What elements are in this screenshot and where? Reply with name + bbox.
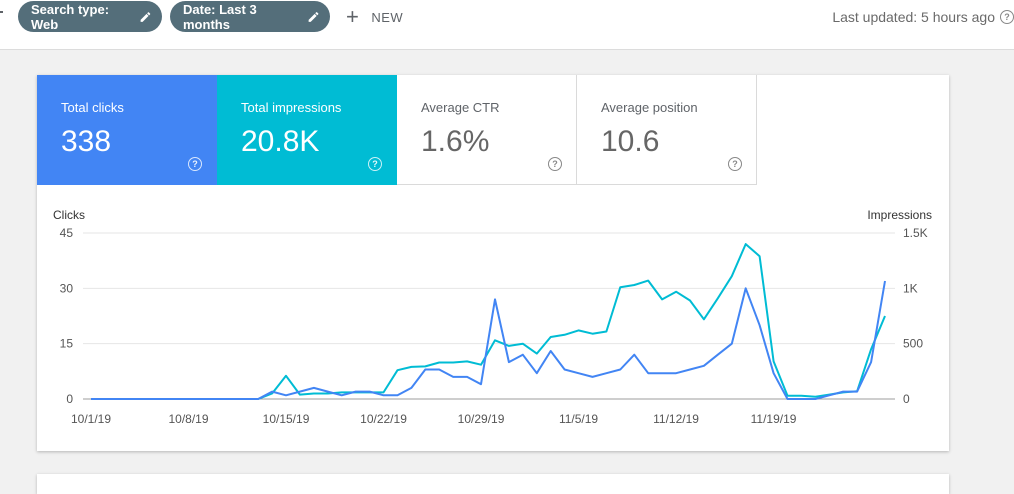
last-updated-text: Last updated: 5 hours ago	[832, 9, 995, 25]
metric-label: Average CTR	[421, 100, 500, 115]
edit-pencil-icon	[140, 11, 151, 22]
right-tick-label: 500	[903, 337, 923, 351]
performance-chart: Clicks Impressions 0 0 15 500 30 1K 45 1.5K 10/…	[53, 208, 932, 426]
metric-value: 338	[61, 125, 112, 158]
help-icon[interactable]: ?	[728, 157, 742, 171]
left-tick-label: 15	[60, 337, 74, 351]
right-tick-label: 0	[903, 392, 910, 406]
x-tick-label: 10/15/19	[263, 412, 310, 426]
x-tick-label: 11/12/19	[653, 412, 699, 426]
chart-lines	[91, 243, 886, 400]
metric-label: Total clicks	[61, 100, 124, 115]
metric-label: Average position	[601, 100, 698, 115]
performance-card: Total clicks 338 ? Total impressions 20.…	[37, 75, 949, 451]
metric-average-position[interactable]: Average position 10.6 ?	[577, 75, 757, 185]
x-tick-label: 10/1/19	[71, 412, 111, 426]
metric-average-ctr[interactable]: Average CTR 1.6% ?	[397, 75, 577, 185]
help-icon[interactable]: ?	[368, 157, 382, 171]
metric-value: 10.6	[601, 125, 660, 158]
left-tick-label: 0	[66, 392, 73, 406]
plus-icon: +	[346, 4, 360, 29]
help-icon[interactable]: ?	[548, 157, 562, 171]
search-type-chip-label: Search type: Web	[31, 1, 110, 32]
x-tick-label: 11/5/19	[559, 412, 598, 426]
right-axis-label: Impressions	[867, 208, 932, 222]
new-filter-label: NEW	[371, 9, 404, 25]
left-axis-label: Clicks	[53, 208, 85, 222]
left-tick-label: 45	[60, 226, 74, 240]
y-axis-ticks: 0 0 15 500 30 1K 45 1.5K	[60, 226, 928, 406]
metric-value: 20.8K	[241, 125, 320, 158]
filter-toolbar: Search type: Web Date: Last 3 months + N…	[0, 0, 1014, 50]
date-range-chip[interactable]: Date: Last 3 months	[170, 1, 330, 32]
last-updated: Last updated: 5 hours ago ?	[832, 2, 1014, 32]
date-range-chip-label: Date: Last 3 months	[183, 1, 257, 32]
search-type-chip[interactable]: Search type: Web	[18, 1, 162, 32]
metric-label: Total impressions	[241, 100, 342, 115]
left-tick-label: 30	[60, 281, 74, 295]
x-tick-label: 10/8/19	[168, 412, 208, 426]
edit-pencil-icon	[308, 11, 319, 22]
x-axis-ticks: 10/1/19 10/8/19 10/15/19 10/22/19 10/29/19 11…	[71, 412, 797, 426]
right-tick-label: 1K	[903, 281, 918, 295]
next-card	[37, 474, 949, 494]
metric-total-clicks[interactable]: Total clicks 338 ?	[37, 75, 217, 185]
impressions-series-line	[91, 243, 886, 400]
metric-value: 1.6%	[421, 125, 490, 158]
toolbar-edge-mark	[0, 11, 3, 13]
help-icon[interactable]: ?	[188, 157, 202, 171]
metric-total-impressions[interactable]: Total impressions 20.8K ?	[217, 75, 397, 185]
new-filter-button[interactable]: + NEW	[346, 2, 403, 32]
help-icon[interactable]: ?	[1000, 10, 1014, 24]
clicks-series-line	[91, 280, 886, 400]
x-tick-label: 10/29/19	[458, 412, 505, 426]
x-tick-label: 10/22/19	[360, 412, 407, 426]
x-tick-label: 11/19/19	[751, 412, 797, 426]
right-tick-label: 1.5K	[903, 226, 928, 240]
